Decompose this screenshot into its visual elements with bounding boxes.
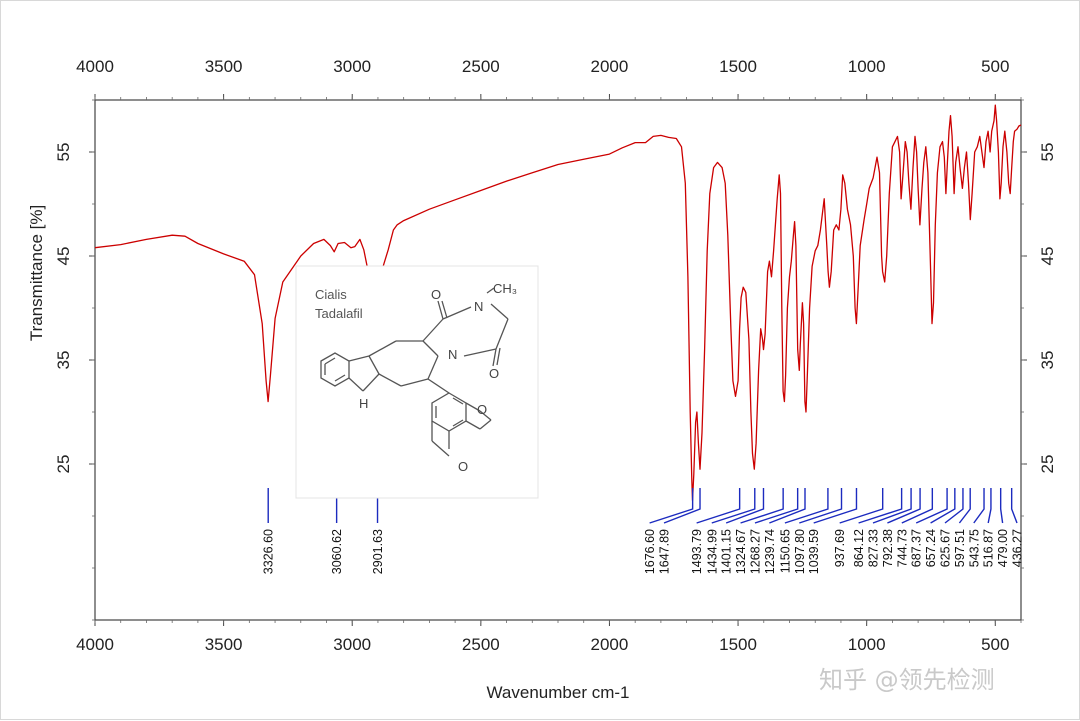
peak-label: 1676.60: [643, 529, 657, 574]
y-axis-title: Transmittance [%]: [27, 205, 46, 341]
x-tick-label-top: 1500: [719, 57, 757, 76]
atom-label-o-right: O: [489, 366, 499, 381]
peak-label: 937.69: [833, 529, 847, 567]
atom-label-o-top: O: [431, 287, 441, 302]
peak-marker-line: [799, 488, 843, 524]
peak-label: 1647.89: [658, 529, 672, 574]
peak-marker-line: [944, 488, 964, 524]
peak-marker-line: [711, 488, 756, 524]
peak-label: 516.87: [982, 529, 996, 567]
peak-marker-line: [813, 488, 858, 524]
tadalafil-structure: [320, 287, 509, 457]
peak-label: 1097.80: [793, 529, 807, 574]
atom-label-n-ring: N: [448, 347, 457, 362]
y-tick-label-left: 35: [54, 351, 73, 370]
x-tick-label-top: 2500: [462, 57, 500, 76]
peak-marker-line: [769, 488, 806, 524]
peak-label: 2901.63: [371, 529, 385, 574]
spectrum-series-line: [94, 104, 1022, 502]
peak-label: 744.73: [895, 529, 909, 567]
x-tick-label-bottom: 3000: [333, 635, 371, 654]
peak-label: 3326.60: [262, 529, 276, 574]
y-tick-label-left: 55: [54, 143, 73, 162]
y-axis-left: 25 35 45 55: [54, 99, 95, 621]
inset-title-compound: Tadalafil: [315, 306, 363, 321]
peak-marker-line: [915, 488, 948, 524]
y-tick-label-right: 25: [1038, 455, 1057, 474]
peak-marker-line: [930, 488, 956, 524]
atom-label-n-methyl: N: [474, 299, 483, 314]
peak-label: 597.51: [953, 529, 967, 567]
peak-marker-line: [901, 488, 934, 524]
x-tick-label-bottom: 1000: [848, 635, 886, 654]
x-axis-title: Wavenumber cm-1: [487, 683, 630, 702]
atom-label-o-dioxole-2: O: [458, 459, 468, 474]
atom-label-n-indole: H: [359, 396, 368, 411]
x-tick-label-bottom: 1500: [719, 635, 757, 654]
x-tick-label-bottom: 4000: [76, 635, 114, 654]
atom-label-ch3: CH₃: [493, 281, 517, 296]
peak-label: 3060.62: [330, 529, 344, 574]
x-tick-label-bottom: 500: [981, 635, 1009, 654]
atom-label-o-dioxole-1: O: [477, 402, 487, 417]
peak-label: 792.38: [881, 529, 895, 567]
peak-label: 1268.27: [748, 529, 762, 574]
peak-marker-line: [987, 488, 992, 524]
x-axis-top: 4000 3500 3000 2500 2000 1500 1000 500: [76, 57, 1022, 100]
x-axis-bottom: 4000 3500 3000 2500 2000 1500 1000 500: [76, 620, 1022, 654]
peak-marker-line: [887, 488, 921, 524]
x-tick-label-bottom: 2000: [591, 635, 629, 654]
peak-marker-line: [754, 488, 799, 524]
peak-marker-line: [858, 488, 903, 524]
peak-marker-line: [1010, 488, 1018, 524]
peak-marker-line: [839, 488, 884, 524]
peak-marker-line: [696, 488, 741, 524]
x-tick-label-top: 1000: [848, 57, 886, 76]
y-tick-label-left: 25: [54, 455, 73, 474]
peak-label: 625.67: [939, 529, 953, 567]
x-tick-label-top: 500: [981, 57, 1009, 76]
inset-title-brand: Cialis: [315, 287, 347, 302]
peak-marker-line: [784, 488, 829, 524]
peak-label: 687.37: [910, 529, 924, 567]
peak-label: 436.27: [1011, 529, 1025, 567]
peak-marker-line: [872, 488, 912, 524]
x-tick-label-top: 3000: [333, 57, 371, 76]
peak-marker-line: [649, 488, 694, 524]
peak-marker-line: [740, 488, 784, 524]
peak-label: 1150.65: [778, 529, 792, 573]
peak-label: 657.24: [924, 529, 938, 567]
peak-label: 864.12: [852, 529, 866, 567]
peak-label: 479.00: [996, 529, 1010, 567]
peak-marker-line: [999, 488, 1004, 524]
peak-label: 1039.59: [807, 529, 821, 574]
peak-label: 543.75: [967, 529, 981, 567]
peak-label: 1239.74: [763, 529, 777, 574]
peak-label: 827.33: [867, 529, 881, 567]
x-tick-label-top: 4000: [76, 57, 114, 76]
watermark-text: 知乎 @领先检测: [819, 666, 995, 694]
peak-marker-line: [973, 488, 985, 524]
y-tick-label-left: 45: [54, 247, 73, 266]
y-tick-label-right: 35: [1038, 351, 1057, 370]
x-tick-label-top: 3500: [205, 57, 243, 76]
peak-marker-line: [958, 488, 971, 524]
peak-label: 1434.99: [705, 529, 719, 574]
y-axis-right: 25 35 45 55: [1021, 99, 1057, 621]
peak-label: 1401.15: [720, 529, 734, 574]
structure-inset: Cialis Tadalafil: [295, 265, 539, 499]
x-tick-label-top: 2000: [591, 57, 629, 76]
x-tick-label-bottom: 2500: [462, 635, 500, 654]
peak-markers: 3326.60 3060.62 2901.63 1676.60 1647.89 1493.…: [262, 488, 1025, 574]
y-tick-label-right: 55: [1038, 143, 1057, 162]
peak-label: 1493.79: [690, 529, 704, 574]
y-tick-label-right: 45: [1038, 247, 1057, 266]
peak-label: 1324.67: [734, 529, 748, 574]
peak-marker-line: [663, 488, 701, 524]
x-tick-label-bottom: 3500: [205, 635, 243, 654]
peak-marker-line: [725, 488, 765, 524]
